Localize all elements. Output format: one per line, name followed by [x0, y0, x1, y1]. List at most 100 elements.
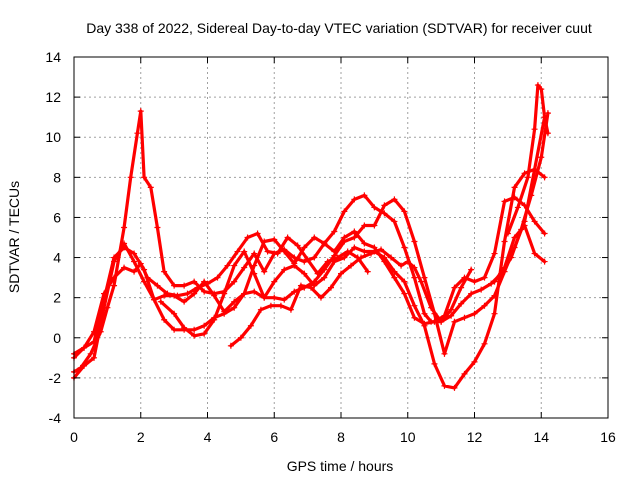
data-point	[411, 274, 418, 281]
y-tick-label: 0	[53, 330, 61, 346]
data-point	[141, 266, 148, 273]
data-point	[291, 288, 298, 295]
data-point	[391, 196, 398, 203]
data-point	[338, 270, 344, 277]
data-point	[301, 270, 308, 277]
data-point	[127, 174, 134, 181]
x-tick-label: 0	[70, 429, 78, 445]
data-point	[181, 282, 188, 289]
data-point	[351, 244, 358, 251]
data-point	[511, 234, 518, 241]
data-point	[351, 196, 358, 203]
data-point	[341, 254, 348, 261]
data-point	[388, 254, 395, 261]
data-point	[161, 292, 168, 299]
data-point	[261, 238, 268, 245]
data-point	[541, 114, 548, 121]
data-point	[471, 278, 478, 285]
y-tick-label: 6	[53, 209, 61, 225]
data-point	[181, 298, 188, 305]
axis-ticks: 0 2 4 6 8 10 12 14 16 -4 -2 0 2 4 6 8 10 12 14	[45, 49, 616, 445]
data-point	[301, 258, 308, 265]
data-point	[541, 230, 548, 237]
points-track-8	[491, 222, 548, 285]
data-point	[428, 304, 435, 311]
data-point	[331, 252, 338, 259]
data-point	[201, 288, 208, 295]
points-track-4	[71, 194, 548, 357]
data-point	[368, 250, 375, 257]
data-point	[247, 322, 254, 329]
data-point	[171, 326, 178, 333]
data-point	[157, 298, 164, 305]
data-point	[201, 322, 208, 329]
data-point	[521, 222, 528, 229]
data-point	[251, 250, 258, 257]
data-point	[214, 274, 221, 281]
data-point	[461, 370, 468, 377]
data-point	[191, 326, 198, 333]
data-point	[261, 268, 268, 275]
data-point	[441, 312, 448, 319]
data-point	[534, 82, 541, 89]
data-point	[481, 340, 488, 347]
data-point	[211, 292, 218, 299]
data-point	[438, 318, 445, 325]
data-point	[91, 354, 98, 361]
data-point	[311, 278, 318, 285]
data-point	[541, 174, 548, 181]
data-point	[151, 296, 158, 303]
data-point	[401, 278, 408, 285]
data-point	[237, 334, 244, 341]
data-point	[448, 306, 455, 313]
data-point	[264, 248, 271, 255]
x-tick-label: 12	[467, 429, 483, 445]
data-point	[331, 258, 338, 265]
data-point	[531, 218, 538, 225]
series-track-8	[492, 223, 547, 284]
data-point	[87, 350, 94, 357]
x-tick-label: 6	[270, 429, 278, 445]
data-point	[91, 338, 98, 345]
data-point	[171, 282, 178, 289]
data-point	[327, 284, 334, 291]
data-point	[211, 316, 218, 323]
data-point	[241, 264, 248, 271]
data-point	[101, 296, 108, 303]
data-point	[521, 170, 528, 177]
data-point	[201, 330, 208, 337]
data-point	[361, 192, 368, 199]
points-track-7	[504, 82, 551, 237]
data-point	[81, 362, 88, 369]
data-point	[244, 234, 251, 241]
data-point	[481, 274, 488, 281]
data-point	[241, 290, 248, 297]
y-tick-label: 10	[45, 129, 61, 145]
data-point	[451, 384, 458, 391]
data-point	[491, 250, 498, 257]
x-axis-label: GPS time / hours	[287, 458, 394, 474]
data-point	[458, 300, 465, 307]
data-point	[221, 310, 228, 317]
data-point	[458, 284, 465, 291]
y-tick-label: 2	[53, 290, 61, 306]
x-tick-label: 16	[600, 429, 616, 445]
data-point	[378, 246, 385, 253]
data-point	[181, 324, 188, 331]
data-point	[267, 302, 274, 309]
data-point	[391, 218, 398, 225]
data-point	[451, 318, 458, 325]
data-point	[361, 222, 368, 229]
data-point	[251, 288, 258, 295]
data-point	[411, 238, 418, 245]
data-point	[524, 174, 531, 181]
data-point	[448, 312, 455, 319]
data-point	[371, 222, 378, 229]
data-point	[401, 244, 408, 251]
series-track-5	[159, 115, 547, 356]
points-track-5	[157, 114, 548, 357]
data-point	[271, 250, 278, 257]
data-point	[277, 302, 284, 309]
data-point	[411, 314, 418, 321]
data-point	[544, 110, 551, 117]
